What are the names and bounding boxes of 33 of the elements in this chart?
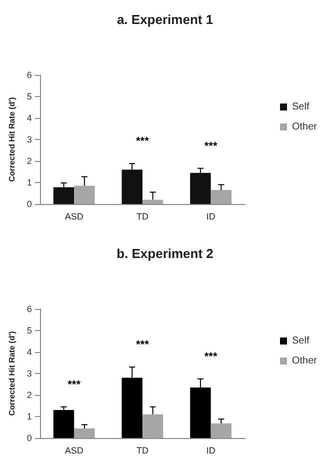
annotation: *** [136,339,150,352]
y-axis-title: Corrected Hit Rate (d') [8,96,16,182]
y-tick-label: 2 [26,390,32,400]
legend-label: Self [292,102,310,112]
y-tick-label: 0 [26,199,32,209]
y-tick-label: 2 [26,156,32,166]
y-tick-label: 3 [26,368,32,378]
chart-title: a. Experiment 1 [116,12,214,27]
legend-label: Other [292,356,318,366]
x-tick-label: TD [136,212,149,222]
y-tick-label: 0 [26,433,32,443]
y-tick-label: 4 [26,113,32,123]
y-axis-title: Corrected Hit Rate (d') [8,330,16,416]
annotation: *** [68,378,82,391]
annotation: *** [204,140,218,152]
y-tick-label: 1 [26,412,32,422]
y-tick-label: 6 [26,70,32,80]
chart-title: b. Experiment 2 [116,246,214,261]
y-tick-label: 1 [26,178,32,188]
x-tick-label: ID [206,446,216,456]
y-tick-label: 5 [26,92,32,102]
annotation: *** [204,350,218,363]
y-tick-label: 5 [26,326,32,336]
x-tick-label: ASD [64,212,84,222]
y-tick-label: 6 [26,304,32,314]
legend-label: Self [292,336,310,346]
x-tick-label: TD [136,446,149,456]
y-tick-label: 3 [26,134,32,144]
x-tick-label: ASD [64,446,84,456]
legend-label: Other [292,122,318,132]
x-tick-label: ID [206,212,216,222]
y-tick-label: 4 [26,347,32,357]
annotation: *** [136,136,150,148]
